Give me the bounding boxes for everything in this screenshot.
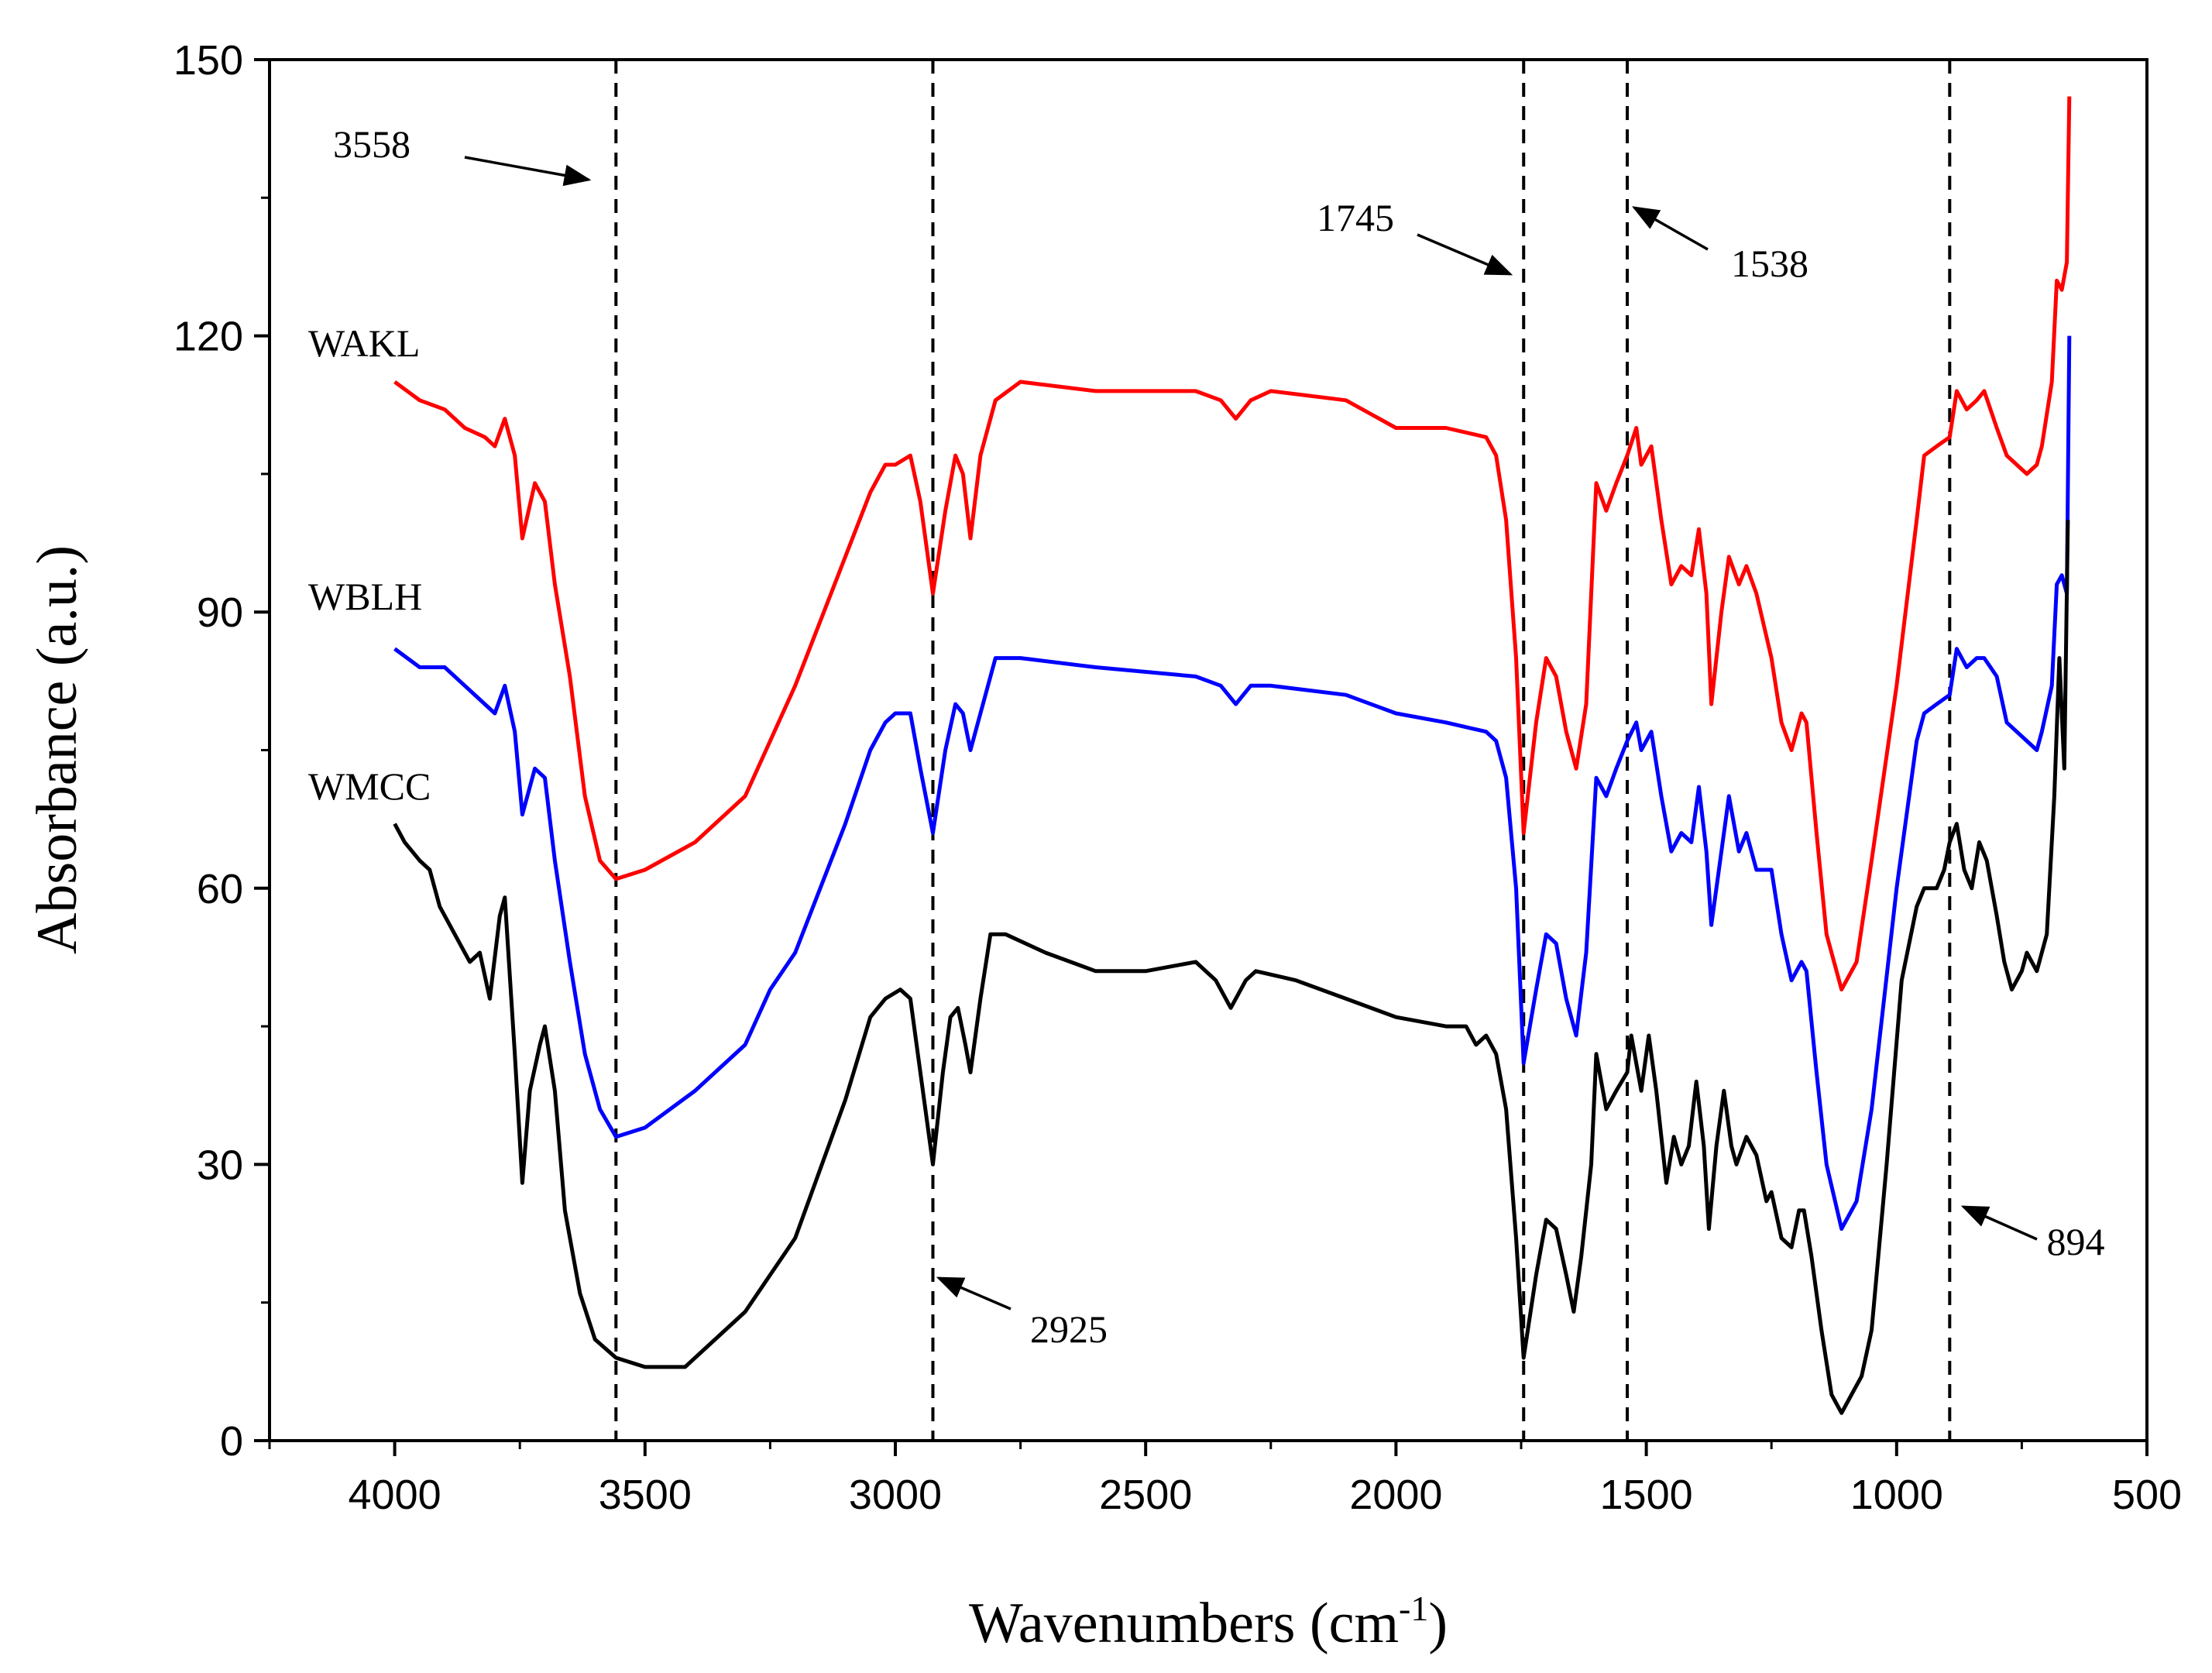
- annotation-arrow-894: [1960, 1205, 2038, 1241]
- reference-lines: [614, 60, 1952, 1441]
- series-label-wblh: WBLH: [308, 575, 422, 618]
- annotation-arrow-1538: [1631, 206, 1709, 251]
- annotation-arrow-1745: [1417, 233, 1513, 276]
- series-line-wblh: [393, 335, 2072, 1232]
- annotation-label: 2925: [1030, 1307, 1108, 1351]
- series-lines: [393, 96, 2072, 1415]
- annotation-label: 3558: [333, 122, 410, 166]
- x-tick-label: 500: [2112, 1472, 2182, 1518]
- plot-frame: [268, 58, 2148, 1442]
- x-tick-label: 4000: [349, 1472, 441, 1518]
- y-tick-label: 120: [173, 314, 243, 360]
- series-label-wmcc: WMCC: [308, 764, 431, 808]
- annotation-arrow-3558: [464, 156, 592, 187]
- x-tick-label: 3500: [599, 1472, 692, 1518]
- x-tick-label: 2500: [1099, 1472, 1192, 1518]
- y-tick-label: 60: [197, 866, 243, 912]
- x-axis-title-sup: -1: [1399, 1589, 1428, 1628]
- y-tick-label: 0: [220, 1418, 243, 1465]
- series-label-wakl: WAKL: [308, 321, 420, 365]
- series-line-wakl: [393, 96, 2072, 992]
- y-tick-label: 90: [197, 589, 243, 636]
- x-axis-title-close: ): [1428, 1592, 1448, 1655]
- annotation-label: 894: [2047, 1220, 2105, 1263]
- annotation-label: 1745: [1317, 196, 1394, 239]
- x-tick-label: 3000: [849, 1472, 942, 1518]
- y-axis-ticks: 0 30 60 90 120 150: [173, 37, 270, 1465]
- annotation-label: 1538: [1731, 242, 1808, 285]
- series-line-wmcc: [393, 520, 2070, 1415]
- y-axis-title: Absorbance (a.u.): [26, 545, 89, 954]
- x-axis-title: Wavenumbers (cm-1): [969, 1589, 1448, 1655]
- x-tick-label: 2000: [1349, 1472, 1442, 1518]
- peak-annotations: 3558 2925 1745 1538 894: [333, 122, 2105, 1351]
- y-tick-label: 150: [173, 37, 243, 84]
- series-labels: WAKL WBLH WMCC: [308, 321, 431, 808]
- x-axis-ticks: 4000 3500 3000 2500 2000 1500 1000 500: [268, 1441, 2182, 1518]
- y-tick-label: 30: [197, 1142, 243, 1188]
- x-tick-label: 1500: [1600, 1472, 1693, 1518]
- plot-area: [268, 58, 2148, 1442]
- x-tick-label: 1000: [1850, 1472, 1943, 1518]
- x-axis-title-main: Wavenumbers (cm: [969, 1592, 1399, 1655]
- annotation-arrow-2925: [936, 1276, 1012, 1311]
